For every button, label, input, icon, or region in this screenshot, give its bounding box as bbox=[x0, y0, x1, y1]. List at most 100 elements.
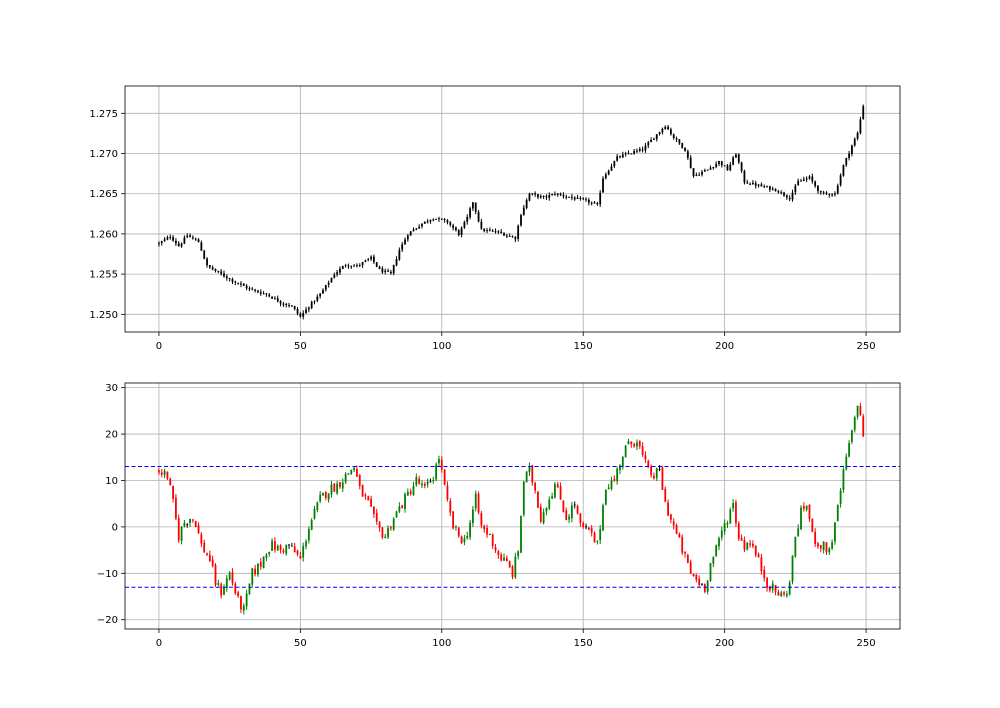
ohlc-body bbox=[225, 276, 228, 279]
ohlc-bar bbox=[531, 464, 534, 486]
ohlc-bar bbox=[800, 505, 802, 531]
ohlc-bar bbox=[819, 544, 822, 553]
ohlc-body bbox=[158, 243, 160, 245]
ohlc-bar bbox=[242, 282, 245, 286]
ohlc-bar bbox=[610, 476, 613, 491]
ohlc-bar bbox=[655, 133, 658, 142]
ohlc-bar bbox=[443, 468, 446, 486]
ohlc-body bbox=[590, 528, 593, 533]
ohlc-bar bbox=[483, 228, 486, 233]
ohlc-bar bbox=[802, 502, 805, 512]
ohlc-bar bbox=[715, 161, 718, 169]
ohlc-bar bbox=[401, 241, 404, 253]
ohlc-body bbox=[488, 533, 491, 536]
ohlc-body bbox=[746, 182, 749, 184]
ohlc-bar bbox=[231, 568, 234, 586]
ohlc-body bbox=[619, 465, 621, 471]
ohlc-bar bbox=[667, 499, 669, 516]
ohlc-body bbox=[819, 545, 822, 549]
ohlc-body bbox=[488, 229, 491, 231]
ohlc-body bbox=[409, 231, 412, 236]
ohlc-body bbox=[350, 266, 353, 268]
ohlc-body bbox=[780, 592, 783, 597]
ohlc-body bbox=[322, 492, 324, 496]
ohlc-bar bbox=[808, 175, 811, 180]
ohlc-body bbox=[548, 499, 551, 509]
ohlc-body bbox=[505, 558, 508, 562]
ohlc-body bbox=[551, 496, 553, 499]
ohlc-bar bbox=[421, 480, 423, 489]
ohlc-bar bbox=[274, 537, 276, 553]
ohlc-bar bbox=[208, 264, 211, 269]
ohlc-bar bbox=[678, 138, 681, 145]
ohlc-body bbox=[718, 161, 720, 165]
ohlc-body bbox=[373, 256, 375, 262]
ohlc-bar bbox=[455, 525, 457, 531]
ohlc-body bbox=[647, 460, 650, 467]
ohlc-body bbox=[596, 203, 599, 205]
ohlc-bar bbox=[274, 296, 276, 300]
ohlc-bar bbox=[754, 180, 757, 189]
ohlc-body bbox=[491, 534, 494, 546]
ohlc-body bbox=[279, 545, 282, 550]
ohlc-body bbox=[565, 510, 568, 521]
ohlc-body bbox=[455, 227, 457, 231]
ohlc-bar bbox=[477, 491, 480, 515]
ohlc-bar bbox=[186, 523, 189, 528]
ohlc-bar bbox=[735, 499, 737, 527]
ohlc-body bbox=[313, 301, 316, 303]
ohlc-bar bbox=[415, 228, 418, 231]
ohlc-bar bbox=[562, 500, 565, 513]
ohlc-body bbox=[347, 265, 350, 267]
ohlc-body bbox=[183, 237, 186, 244]
ohlc-body bbox=[856, 405, 859, 417]
ohlc-bar bbox=[500, 552, 503, 562]
ohlc-bar bbox=[568, 196, 570, 198]
ohlc-bar bbox=[511, 565, 514, 580]
ohlc-body bbox=[655, 468, 658, 478]
ohlc-body bbox=[412, 229, 415, 232]
ohlc-bar bbox=[231, 277, 234, 285]
ohlc-bar bbox=[432, 218, 435, 222]
ohlc-bar bbox=[740, 534, 743, 541]
y-tick-label: 20 bbox=[105, 430, 118, 441]
ohlc-bar bbox=[851, 144, 853, 157]
ohlc-bar bbox=[859, 402, 862, 417]
ohlc-bar bbox=[520, 213, 522, 227]
ohlc-body bbox=[672, 134, 675, 138]
ohlc-body bbox=[440, 459, 443, 470]
ohlc-bar bbox=[180, 242, 183, 248]
ohlc-bar bbox=[797, 524, 800, 538]
ohlc-body bbox=[537, 194, 539, 198]
ohlc-body bbox=[375, 512, 378, 522]
ohlc-body bbox=[539, 196, 542, 198]
ohlc-body bbox=[585, 199, 587, 201]
ohlc-bar bbox=[633, 442, 636, 448]
ohlc-bar bbox=[831, 193, 834, 197]
ohlc-bar bbox=[825, 191, 828, 195]
ohlc-body bbox=[511, 566, 514, 577]
ohlc-bar bbox=[797, 178, 800, 186]
ohlc-body bbox=[299, 313, 302, 317]
ohlc-body bbox=[248, 583, 251, 595]
ohlc-bar bbox=[160, 240, 163, 246]
ohlc-bar bbox=[785, 590, 788, 598]
ohlc-bar bbox=[825, 542, 828, 556]
ohlc-bar bbox=[344, 472, 347, 485]
ohlc-bar bbox=[808, 504, 811, 522]
ohlc-body bbox=[681, 536, 684, 553]
ohlc-body bbox=[293, 546, 296, 553]
ohlc-bar bbox=[395, 256, 398, 267]
ohlc-bar bbox=[811, 173, 814, 184]
ohlc-bar bbox=[217, 270, 220, 274]
ohlc-body bbox=[514, 237, 517, 240]
ohlc-bar bbox=[822, 190, 825, 195]
ohlc-bar bbox=[347, 473, 350, 475]
ohlc-body bbox=[353, 265, 356, 267]
ohlc-bar bbox=[418, 224, 421, 229]
ohlc-body bbox=[842, 469, 845, 491]
ohlc-body bbox=[712, 557, 715, 564]
ohlc-body bbox=[525, 471, 528, 483]
ohlc-body bbox=[808, 504, 811, 520]
ohlc-body bbox=[319, 293, 322, 297]
